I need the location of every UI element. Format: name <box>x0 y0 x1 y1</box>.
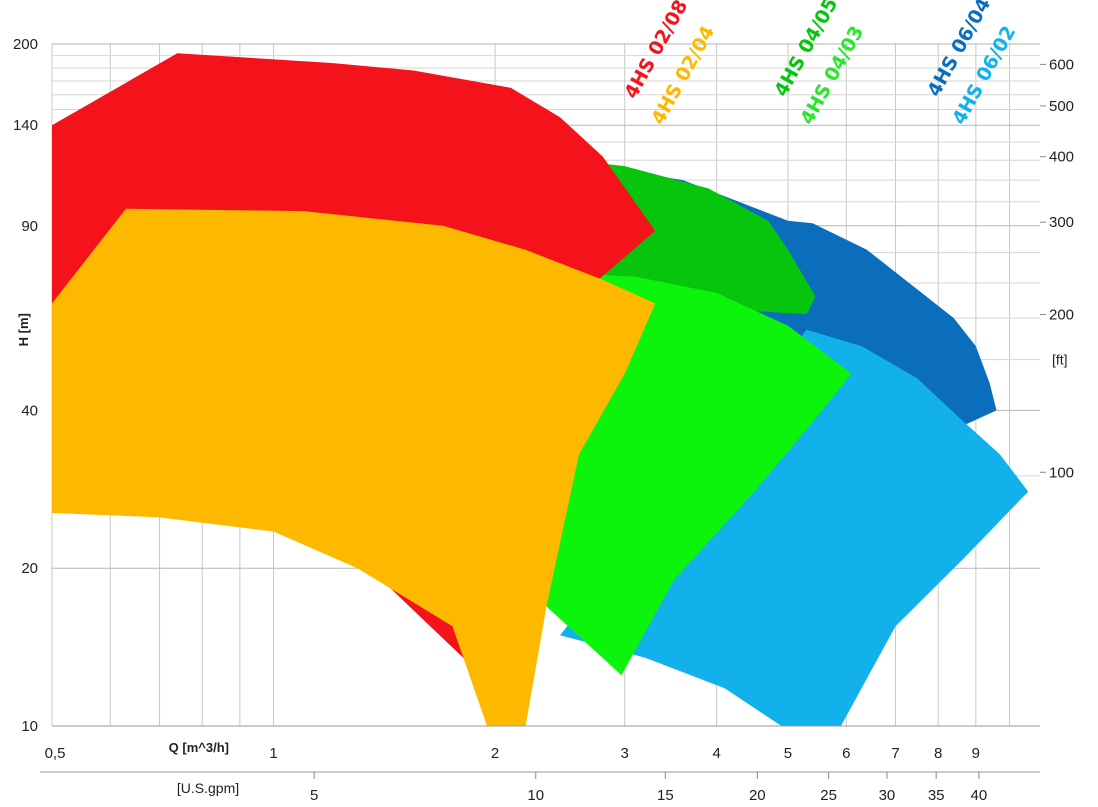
x-tick-label: 1 <box>269 745 277 762</box>
gpm-tick-label: 10 <box>527 787 544 804</box>
ft-tick-label: 200 <box>1049 306 1074 323</box>
x-tick-label: 5 <box>784 745 792 762</box>
ft-tick-label: 400 <box>1049 149 1074 166</box>
series-areas <box>52 53 1029 726</box>
gpm-tick-label: 5 <box>310 787 318 804</box>
x-axis-title: Q [m^3/h] <box>169 740 229 755</box>
ft-tick-label: 600 <box>1049 56 1074 73</box>
y-tick-label: 200 <box>13 36 38 53</box>
gpm-tick-label: 15 <box>657 787 674 804</box>
ft-axis-title: [ft] <box>1052 352 1068 368</box>
x-tick-label: 0,5 <box>45 745 66 762</box>
x-tick-label: 8 <box>934 745 942 762</box>
x-tick-label: 2 <box>491 745 499 762</box>
x-tick-label: 4 <box>712 745 720 762</box>
series-area <box>52 208 656 726</box>
y-tick-label: 90 <box>21 218 38 235</box>
gpm-tick-label: 20 <box>749 787 766 804</box>
y-tick-label: 20 <box>21 560 38 577</box>
y-axis-title: H [m] <box>16 313 31 346</box>
gpm-tick-label: 40 <box>971 787 988 804</box>
series-area <box>560 329 1029 726</box>
x-tick-label: 7 <box>891 745 899 762</box>
gpm-axis-title: [U.S.gpm] <box>177 780 239 796</box>
y-tick-label: 10 <box>21 718 38 735</box>
gpm-tick-label: 25 <box>820 787 837 804</box>
x-tick-label: 6 <box>842 745 850 762</box>
ft-tick-label: 100 <box>1049 464 1074 481</box>
ft-tick-label: 500 <box>1049 98 1074 115</box>
gpm-tick-label: 35 <box>928 787 945 804</box>
y-tick-label: 40 <box>21 402 38 419</box>
x-tick-label: 9 <box>972 745 980 762</box>
y-tick-label: 140 <box>13 117 38 134</box>
x-tick-label: 3 <box>621 745 629 762</box>
gpm-tick-label: 30 <box>879 787 896 804</box>
series-area <box>572 160 816 315</box>
ft-tick-label: 300 <box>1049 214 1074 231</box>
